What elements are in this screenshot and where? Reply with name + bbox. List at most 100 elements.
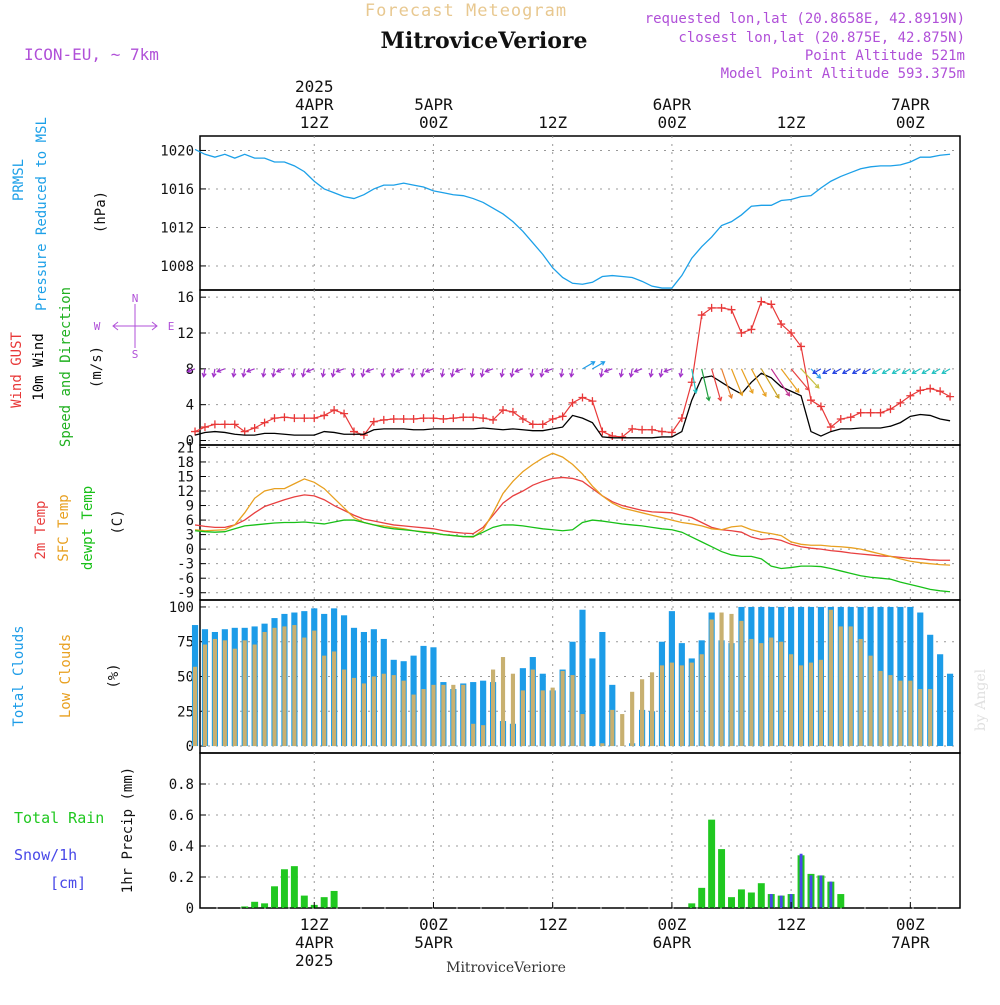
top-date-label: 7APR <box>891 95 930 114</box>
bottom-time-label: 00Z <box>896 915 925 934</box>
y-tick-label: 25 <box>177 704 194 720</box>
wind-direction-arrow <box>664 368 673 373</box>
gust-marker <box>330 406 339 415</box>
gust-marker <box>508 407 517 416</box>
gust-marker <box>548 415 557 424</box>
temp-line-0 <box>194 476 951 561</box>
wind-direction-arrow <box>822 368 832 374</box>
wind-direction-arrow <box>780 368 800 393</box>
bottom-time-label: 12Z <box>777 915 806 934</box>
cloud-low-bar <box>640 679 645 747</box>
wind-direction-arrow <box>630 368 633 377</box>
wind-direction-arrow <box>501 368 504 377</box>
wind-arrow-head <box>201 372 207 378</box>
cloud-low-bar <box>669 662 674 747</box>
wind-direction-arrow <box>262 368 266 377</box>
rain-bar <box>251 901 259 908</box>
gust-marker <box>479 414 488 423</box>
bottom-time-label: 00Z <box>419 915 448 934</box>
wind-direction-arrow <box>302 368 305 377</box>
gust-marker <box>598 427 607 436</box>
pressure-ylabel: (hPa) <box>93 191 109 233</box>
wind-arrow-head <box>186 368 192 373</box>
wind-direction-arrow <box>441 368 444 377</box>
cloud-low-bar <box>471 723 476 747</box>
wind-direction-arrow <box>592 361 605 370</box>
wind-direction-arrow <box>366 368 375 373</box>
cloud-low-bar <box>232 648 237 747</box>
model-label: ICON-EU, ~ 7km <box>24 45 159 64</box>
wind-arrow-head <box>931 369 937 375</box>
wind-direction-arrow <box>481 368 484 377</box>
cloud-low-bar <box>858 638 863 747</box>
bottom-date-label: 4APR <box>295 933 334 952</box>
wind-arrow-head <box>804 385 810 391</box>
cloud-low-bar <box>411 694 416 747</box>
top-year-label: 2025 <box>295 77 334 96</box>
wind-direction-arrow <box>306 368 315 373</box>
cloud-total-bar <box>579 609 586 747</box>
temp-side-label: 2m Temp <box>33 500 49 559</box>
cloud-low-bar <box>371 676 376 747</box>
wind-arrow-head <box>246 368 252 373</box>
pressure-line <box>194 148 951 289</box>
wind-direction-arrow <box>510 368 514 377</box>
top-time-label: 00Z <box>657 113 686 132</box>
wind-direction-arrow <box>892 368 901 374</box>
footer-location: MitroviceVeriore <box>446 960 566 976</box>
wind-direction-arrow <box>217 368 226 373</box>
rain-bar <box>330 890 338 908</box>
wind-arrow-head <box>816 373 822 379</box>
gust-marker <box>359 431 368 440</box>
cloud-low-bar <box>481 725 486 747</box>
y-tick-label: 12 <box>177 326 194 342</box>
gust-marker <box>280 413 289 422</box>
wind-arrow-head <box>211 372 217 378</box>
wind-arrow-head <box>663 368 669 373</box>
cloud-low-bar <box>908 680 913 747</box>
cloud-low-bar <box>878 670 883 747</box>
wind-arrow-head <box>692 388 698 395</box>
top-date-label: 5APR <box>414 95 453 114</box>
gust-marker <box>588 397 597 406</box>
gust-marker <box>538 420 547 429</box>
wind-direction-arrow <box>276 368 285 373</box>
wind-arrow-head <box>559 372 565 378</box>
rain-bar <box>300 895 308 908</box>
gust-marker <box>856 408 865 417</box>
y-tick-label: 0.4 <box>169 839 194 855</box>
rain-bar <box>737 889 745 908</box>
gust-marker <box>389 415 398 424</box>
wind-direction-arrow <box>515 368 524 373</box>
cloud-low-bar <box>401 680 406 747</box>
wind-arrow-head <box>320 372 326 378</box>
pressure-side-label: PRMSL <box>11 159 27 201</box>
compass-e: E <box>168 320 175 333</box>
wind-direction-arrow <box>272 368 276 377</box>
wind-direction-arrow <box>882 368 891 374</box>
wind-arrow-head <box>410 372 416 378</box>
gust-marker <box>220 420 229 429</box>
bottom-date-label: 5APR <box>414 933 453 952</box>
wind-arrow-head <box>275 368 281 373</box>
cloud-low-bar <box>391 675 396 747</box>
wind-arrow-head <box>424 368 430 373</box>
cloud-low-bar <box>202 644 208 747</box>
cloud-low-bar <box>510 673 516 747</box>
wind-arrow-head <box>300 372 307 378</box>
wind-arrow-head <box>851 369 857 375</box>
gust-marker <box>608 432 617 441</box>
wind-arrow-head <box>728 393 734 400</box>
wind-direction-arrow <box>862 368 871 374</box>
wind-direction-arrow <box>740 368 754 394</box>
wind-arrow-head <box>395 368 401 373</box>
wind-direction-arrow <box>760 368 780 399</box>
cloud-low-bar <box>192 666 198 747</box>
cloud-low-bar <box>759 643 764 747</box>
wind-direction-arrow <box>391 368 395 377</box>
pressure-side-label: Pressure Reduced to MSL <box>34 117 50 311</box>
bottom-time-label: 12Z <box>300 915 329 934</box>
cloud-low-bar <box>729 613 734 747</box>
wind-direction-arrow <box>202 368 206 377</box>
gust-marker <box>886 405 895 414</box>
